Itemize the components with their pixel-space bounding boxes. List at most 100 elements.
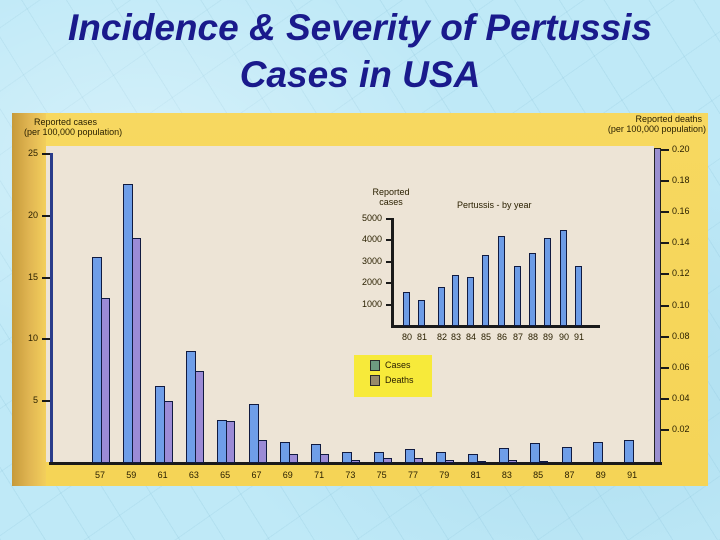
right-axis-tick-label: 0.12 — [672, 268, 690, 279]
chart-plot-area — [46, 146, 654, 462]
inset-x-label: 90 — [558, 332, 569, 342]
inset-y-label-line2: cases — [379, 197, 403, 207]
main-x-label: 71 — [314, 470, 325, 480]
inset-x-label: 87 — [512, 332, 523, 342]
legend-swatch-cases — [370, 360, 380, 372]
deaths-bar — [351, 459, 361, 463]
main-x-label: 83 — [501, 470, 512, 480]
main-x-label: 73 — [345, 470, 356, 480]
left-axis-tick — [42, 214, 50, 217]
legend-label-deaths: Deaths — [385, 375, 414, 385]
legend-label-cases: Cases — [385, 360, 411, 370]
right-axis-tick — [661, 180, 669, 183]
main-x-label: 81 — [470, 470, 481, 480]
inset-bar — [482, 255, 489, 326]
inset-x-label: 81 — [416, 332, 427, 342]
left-axis-tick-label: 10 — [27, 333, 38, 344]
deaths-bar — [226, 421, 236, 463]
inset-x-label: 89 — [542, 332, 553, 342]
right-axis-tick-label: 0.16 — [672, 206, 690, 217]
inset-y-tick-label: 1000 — [361, 298, 382, 309]
deaths-bar — [132, 237, 142, 463]
inset-bar — [544, 238, 551, 326]
legend-swatch-deaths — [370, 375, 380, 387]
slide-title: Incidence & Severity of Pertussis Cases … — [0, 0, 720, 98]
x-axis-baseline — [49, 462, 662, 465]
main-x-label: 59 — [126, 470, 137, 480]
inset-x-label: 86 — [496, 332, 507, 342]
left-axis-title-line1: Reported cases — [34, 117, 98, 127]
inset-bar — [498, 236, 505, 326]
main-x-label: 65 — [220, 470, 231, 480]
left-axis-title-line2: (per 100,000 population) — [24, 127, 123, 137]
left-axis-tick-label: 20 — [27, 209, 38, 220]
deaths-bar — [163, 400, 173, 463]
slide-title-line1: Incidence & Severity of Pertussis — [67, 7, 652, 48]
right-axis-tick-label: 0.20 — [672, 144, 690, 154]
inset-y-tick — [386, 239, 392, 242]
inset-y-tick-label: 3000 — [361, 255, 382, 266]
right-axis-tick-label: 0.18 — [672, 175, 690, 186]
right-axis-tick — [661, 211, 669, 214]
legend-item-deaths: Deaths — [370, 375, 414, 387]
inset-x-label: 84 — [465, 332, 476, 342]
legend: Cases Deaths — [354, 355, 432, 397]
right-axis-tick-label: 0.10 — [672, 299, 690, 310]
deaths-bar — [414, 458, 423, 463]
right-axis-tick — [661, 304, 669, 307]
right-axis-title-line2: (per 100,000 population) — [607, 124, 706, 134]
left-axis-tick — [42, 276, 50, 279]
cases-bar — [436, 451, 447, 463]
right-axis-tick — [661, 273, 669, 276]
inset-bar — [438, 287, 445, 326]
deaths-bar — [257, 439, 267, 463]
cases-bar — [373, 451, 384, 463]
deaths-bar — [445, 459, 455, 463]
right-axis-tick-label: 0.02 — [672, 423, 690, 434]
left-axis-tick — [42, 153, 50, 155]
right-axis-title-line1: Reported deaths — [635, 114, 702, 124]
right-axis-tick-label: 0.14 — [672, 237, 690, 248]
main-x-label: 91 — [627, 470, 638, 480]
deaths-bar — [101, 298, 110, 463]
right-axis-tick — [661, 366, 669, 369]
right-axis-tick — [661, 428, 669, 431]
main-x-label: 69 — [282, 470, 293, 480]
inset-bar — [575, 266, 582, 326]
right-axis-tick-label: 0.06 — [672, 361, 690, 372]
right-axis-tick — [661, 335, 669, 338]
deaths-bar — [320, 453, 330, 463]
cases-bar — [342, 451, 353, 463]
deaths-bar — [507, 459, 517, 463]
left-axis-tick — [42, 400, 50, 403]
cases-bar — [530, 443, 541, 463]
inset-title: Pertussis - by year — [457, 200, 532, 210]
left-axis-tick-label: 25 — [27, 148, 38, 158]
main-x-label: 79 — [439, 470, 450, 480]
inset-x-label: 91 — [573, 332, 584, 342]
inset-y-axis — [391, 218, 394, 328]
cases-bar — [405, 449, 415, 463]
chart-frame-shadow — [12, 113, 46, 486]
inset-bar — [403, 291, 410, 326]
inset-y-label: Reported cases — [371, 187, 411, 207]
deaths-bar — [382, 458, 392, 463]
inset-bar — [418, 300, 425, 326]
main-x-label: 63 — [188, 470, 199, 480]
main-x-label: 61 — [157, 470, 168, 480]
left-axis-line — [50, 153, 53, 464]
right-axis-tick — [661, 242, 669, 245]
inset-bar — [560, 229, 567, 326]
cases-bar — [467, 454, 478, 463]
deaths-bar — [539, 461, 549, 464]
left-axis-tick-label: 15 — [27, 271, 38, 282]
cases-bar — [498, 448, 509, 463]
left-axis-tick — [42, 338, 50, 341]
inset-x-label: 83 — [450, 332, 461, 342]
inset-x-label: 82 — [436, 332, 447, 342]
inset-y-tick-label: 4000 — [361, 234, 382, 245]
cases-bar — [248, 403, 259, 463]
deaths-bar — [288, 453, 298, 463]
main-x-label: 67 — [251, 470, 262, 480]
deaths-bar — [476, 461, 486, 464]
